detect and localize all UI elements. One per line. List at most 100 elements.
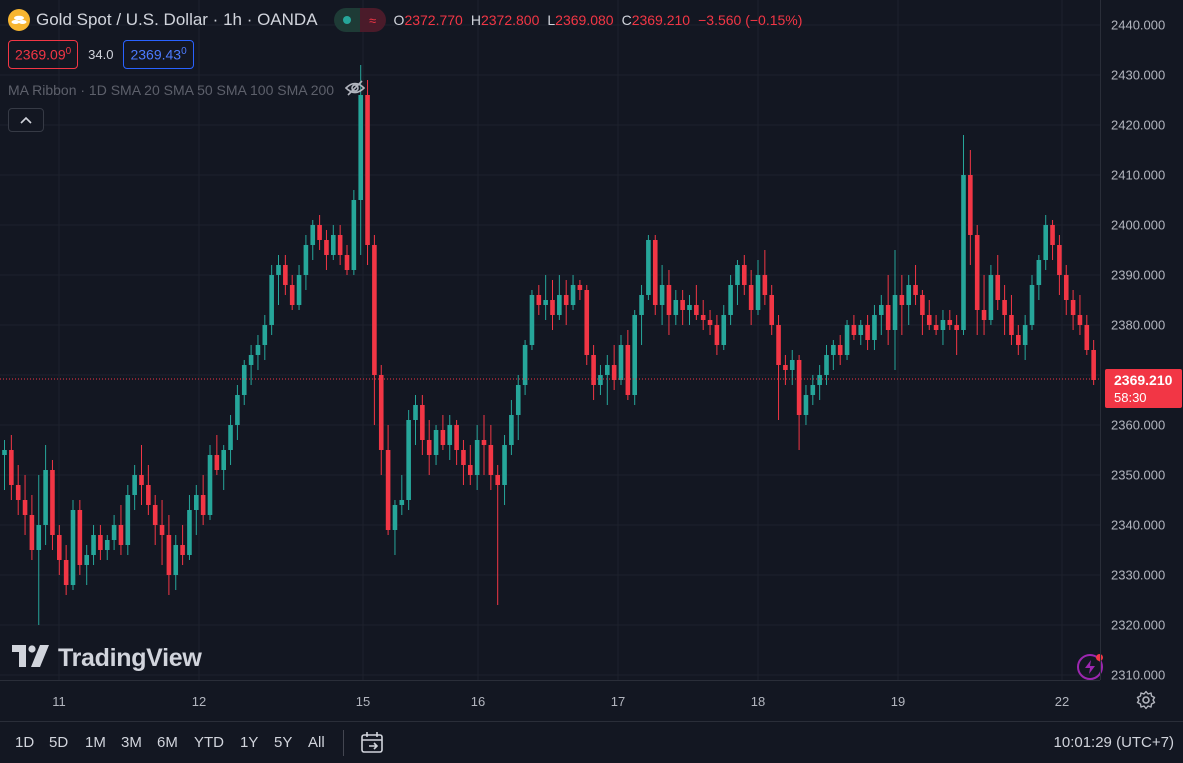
candle-body — [961, 175, 966, 330]
candle-body — [557, 295, 562, 315]
price-tick-label: 2390.000 — [1111, 267, 1166, 283]
gold-coins-icon[interactable] — [8, 9, 30, 31]
range-button-1m[interactable]: 1M — [85, 734, 106, 751]
candle-down — [378, 365, 384, 475]
symbol-header: Gold Spot / U.S. Dollar · 1h · OANDA ≈ O… — [8, 8, 802, 32]
range-button-5y[interactable]: 5Y — [274, 734, 293, 751]
candle-body — [748, 285, 754, 310]
indicator-legend[interactable]: MA Ribbon · 1D SMA 20 SMA 50 SMA 100 SMA… — [8, 80, 366, 99]
time-tick-label: 18 — [750, 694, 766, 709]
symbol-title[interactable]: Gold Spot / U.S. Dollar · 1h · OANDA — [36, 10, 318, 29]
lightning-alerts-icon[interactable] — [1077, 654, 1103, 680]
go-to-date-icon[interactable] — [360, 731, 386, 760]
sell-button[interactable]: 2369.090 — [8, 40, 79, 69]
candle-down — [563, 280, 569, 325]
price-tick-label: 2440.000 — [1111, 17, 1166, 33]
chart-area[interactable]: Gold Spot / U.S. Dollar · 1h · OANDA ≈ O… — [0, 0, 1103, 680]
tradingview-logo[interactable]: TradingView — [12, 644, 202, 673]
candle-down — [933, 315, 939, 335]
candle-body — [50, 470, 55, 535]
candle-up — [235, 385, 240, 440]
candle-down — [50, 460, 55, 550]
candle-down — [652, 235, 658, 315]
time-tick-label: 12 — [191, 694, 207, 709]
market-status-pill[interactable]: ≈ — [333, 8, 386, 32]
candle-body — [36, 525, 42, 550]
candle-body — [358, 95, 363, 200]
time-scale[interactable]: 11 12 15 16 17 18 19 22 — [0, 680, 1100, 721]
candle-up — [659, 265, 665, 325]
candle-down — [1016, 325, 1021, 355]
candle-body — [728, 285, 733, 315]
range-button-all[interactable]: All — [308, 734, 325, 751]
gear-icon[interactable] — [1136, 690, 1156, 715]
buy-price-pip: 0 — [181, 46, 187, 57]
eye-slash-icon[interactable] — [344, 80, 366, 99]
candle-up — [351, 190, 357, 275]
candle-up — [618, 335, 624, 385]
chart-grid — [0, 0, 1100, 680]
candle-down — [954, 315, 959, 355]
candle-body — [488, 445, 494, 475]
candle-down — [851, 315, 857, 340]
buy-button[interactable]: 2369.430 — [123, 40, 194, 69]
candle-up — [255, 335, 261, 370]
indicator-label[interactable]: MA Ribbon · 1D SMA 20 SMA 50 SMA 100 SMA… — [8, 81, 335, 98]
candle-body — [803, 395, 809, 415]
candle-body — [1050, 225, 1055, 245]
candle-body — [139, 475, 144, 485]
candle-up — [557, 275, 562, 320]
time-tick-label: 17 — [610, 694, 626, 709]
candle-down — [714, 315, 720, 355]
clock[interactable]: 10:01:29 (UTC+7) — [1053, 734, 1174, 751]
candle-body — [831, 345, 836, 355]
close-value: 2369.210 — [631, 12, 691, 28]
candle-body — [796, 360, 802, 415]
candle-up — [509, 400, 514, 455]
candle-body — [159, 525, 165, 535]
candle-body — [844, 325, 850, 355]
candle-down — [22, 475, 28, 535]
candle-down — [1050, 220, 1055, 260]
candle-up — [605, 355, 610, 405]
candle-body — [659, 285, 665, 305]
candle-down — [1057, 235, 1062, 295]
candle-down — [118, 505, 124, 555]
candle-up — [406, 410, 411, 510]
candle-down — [365, 80, 370, 265]
candlestick-chart[interactable] — [0, 0, 1100, 680]
range-button-1y[interactable]: 1Y — [240, 734, 259, 751]
candle-body — [974, 235, 980, 310]
range-button-1d[interactable]: 1D — [15, 734, 35, 751]
candle-down — [776, 315, 781, 420]
candle-down — [15, 465, 21, 515]
candle-down — [9, 435, 14, 500]
candle-body — [879, 305, 884, 315]
market-open-icon — [333, 8, 360, 32]
candle-up — [1043, 215, 1048, 270]
price-tick-label: 2330.000 — [1111, 567, 1166, 583]
candle-up — [310, 220, 316, 260]
candle-down — [344, 245, 350, 275]
candle-up — [399, 475, 405, 515]
range-button-3m[interactable]: 3M — [121, 734, 142, 751]
candle-up — [721, 305, 727, 350]
time-tick-label: 16 — [470, 694, 486, 709]
range-button-ytd[interactable]: YTD — [194, 734, 224, 751]
range-button-5d[interactable]: 5D — [49, 734, 69, 751]
collapse-legend-button[interactable] — [8, 108, 44, 132]
range-button-6m[interactable]: 6M — [157, 734, 178, 751]
candle-body — [70, 510, 76, 585]
candle-body — [584, 290, 590, 355]
price-scale[interactable]: 2440.000 2430.000 2420.000 2410.000 2400.000… — [1100, 0, 1183, 683]
time-tick-label: 19 — [890, 694, 906, 709]
candle-up — [529, 290, 535, 350]
last-price-value: 2369.210 — [1114, 372, 1173, 388]
bar-countdown: 58:30 — [1114, 390, 1147, 405]
candle-up — [36, 475, 42, 625]
candle-up — [1029, 275, 1035, 330]
candle-body — [680, 300, 685, 310]
chevron-up-icon — [20, 111, 32, 129]
candle-body — [77, 510, 83, 565]
candle-body — [858, 325, 864, 335]
